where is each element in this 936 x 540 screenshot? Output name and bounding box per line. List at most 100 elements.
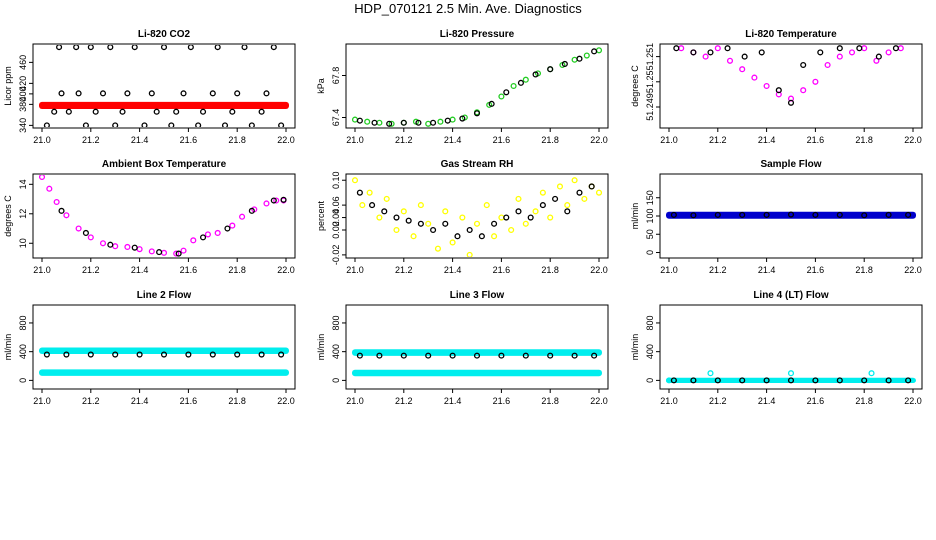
- data-point: [56, 45, 63, 51]
- x-tick-label: 22.0: [277, 135, 295, 145]
- data-point: [739, 211, 746, 218]
- series-rh-average: [356, 183, 595, 240]
- x-tick-label: 21.6: [493, 265, 511, 275]
- y-tick-label: 400: [18, 86, 28, 101]
- data-point: [388, 120, 395, 127]
- data-point: [539, 202, 546, 209]
- data-point: [905, 211, 912, 218]
- y-tick-label: 380: [18, 97, 28, 112]
- chart-title: Line 3 Flow: [450, 290, 505, 301]
- data-point: [131, 244, 138, 251]
- data-point: [758, 49, 765, 56]
- y-tick-label: 340: [18, 118, 28, 133]
- chart-li-820-pressure: Li-820 Pressure 21.0 21.2 21.4 21.6 21.8 22.0 6…: [316, 29, 609, 145]
- data-point: [517, 79, 524, 86]
- series-line-4-average: [670, 377, 912, 384]
- chart-li-820-co2: Li-820 CO2 21.0 21.2 21.4 21.6 21.8 22.0 340 380…: [3, 29, 296, 145]
- x-tick-label: 21.6: [180, 265, 198, 275]
- y-tick-label: 14: [18, 179, 28, 189]
- data-band: [666, 211, 916, 219]
- data-point: [376, 119, 383, 126]
- data-point: [248, 207, 255, 214]
- data-point: [199, 108, 207, 115]
- chart-title: Li-820 Pressure: [440, 29, 515, 40]
- data-point: [800, 61, 807, 69]
- data-point: [673, 45, 680, 52]
- data-point: [739, 377, 746, 384]
- plot-frame: [32, 43, 296, 129]
- series-sample-flow: [666, 211, 916, 219]
- series-co2-average: [43, 45, 285, 127]
- data-point: [278, 122, 285, 127]
- data-point: [400, 208, 407, 215]
- data-point: [763, 82, 770, 90]
- series-line-3-high: [352, 349, 602, 356]
- data-point: [107, 45, 114, 51]
- y-tick-label: 0: [645, 250, 655, 255]
- x-tick-label: 21.6: [807, 135, 825, 145]
- x-tick-label: 21.8: [855, 135, 873, 145]
- x-tick-label: 21.0: [660, 265, 678, 275]
- y-tick-label: 800: [645, 315, 655, 330]
- data-point: [359, 202, 366, 209]
- x-tick-label: 21.4: [758, 265, 776, 275]
- series-line-3-low: [352, 369, 602, 377]
- data-point: [787, 377, 795, 384]
- data-point: [75, 225, 82, 232]
- data-point: [503, 89, 510, 96]
- x-tick-label: 21.0: [33, 396, 51, 406]
- y-tick-label: 10: [18, 238, 28, 248]
- y-axis-label: degrees C: [3, 195, 13, 237]
- x-tick-label: 21.6: [807, 396, 825, 406]
- x-tick-label: 21.0: [660, 396, 678, 406]
- data-point: [861, 212, 868, 219]
- y-tick-label: 0.06: [331, 196, 341, 214]
- plot-frame: [345, 173, 609, 259]
- series-temperature-average: [673, 45, 899, 106]
- data-point: [824, 61, 831, 69]
- series-line-2-average: [43, 351, 285, 358]
- data-point: [454, 233, 461, 240]
- data-point: [160, 45, 168, 51]
- data-point: [204, 231, 211, 238]
- data-point: [53, 198, 60, 206]
- plot-data: [351, 177, 603, 257]
- data-point: [425, 120, 432, 127]
- data-point: [571, 352, 578, 359]
- data-point: [522, 220, 529, 227]
- data-point: [376, 352, 383, 359]
- data-point: [82, 229, 89, 236]
- data-point: [124, 90, 131, 97]
- data-point: [258, 351, 265, 358]
- chart-gas-stream-rh: Gas Stream RH 21.0 21.2 21.4 21.6 21.8 22.0 -0.…: [316, 159, 609, 275]
- data-point: [273, 197, 280, 204]
- data-point: [280, 196, 287, 203]
- data-point: [473, 110, 481, 117]
- data-point: [263, 200, 270, 207]
- series-pressure-average: [356, 48, 598, 127]
- data-point: [473, 352, 481, 359]
- y-tick-label: 0.02: [331, 221, 341, 239]
- chart-title: Line 4 (LT) Flow: [753, 290, 829, 301]
- data-point: [539, 189, 546, 196]
- y-axis-label: Licor ppm: [3, 66, 13, 106]
- data-point: [576, 55, 583, 62]
- y-tick-label: 800: [331, 315, 341, 330]
- data-point: [185, 351, 192, 358]
- data-point: [591, 352, 598, 359]
- data-point: [508, 226, 515, 234]
- data-point: [670, 377, 677, 384]
- data-point: [763, 211, 770, 218]
- x-tick-label: 21.8: [541, 265, 559, 275]
- y-axis-label: ml/min: [316, 334, 326, 361]
- data-point: [351, 116, 359, 123]
- data-point: [400, 352, 407, 359]
- y-axis-label: ml/min: [630, 334, 640, 361]
- data-point: [214, 229, 221, 236]
- data-point: [892, 45, 899, 52]
- data-point: [564, 208, 571, 215]
- y-axis-label: kPa: [316, 78, 326, 94]
- data-point: [234, 351, 241, 358]
- data-point: [168, 122, 175, 127]
